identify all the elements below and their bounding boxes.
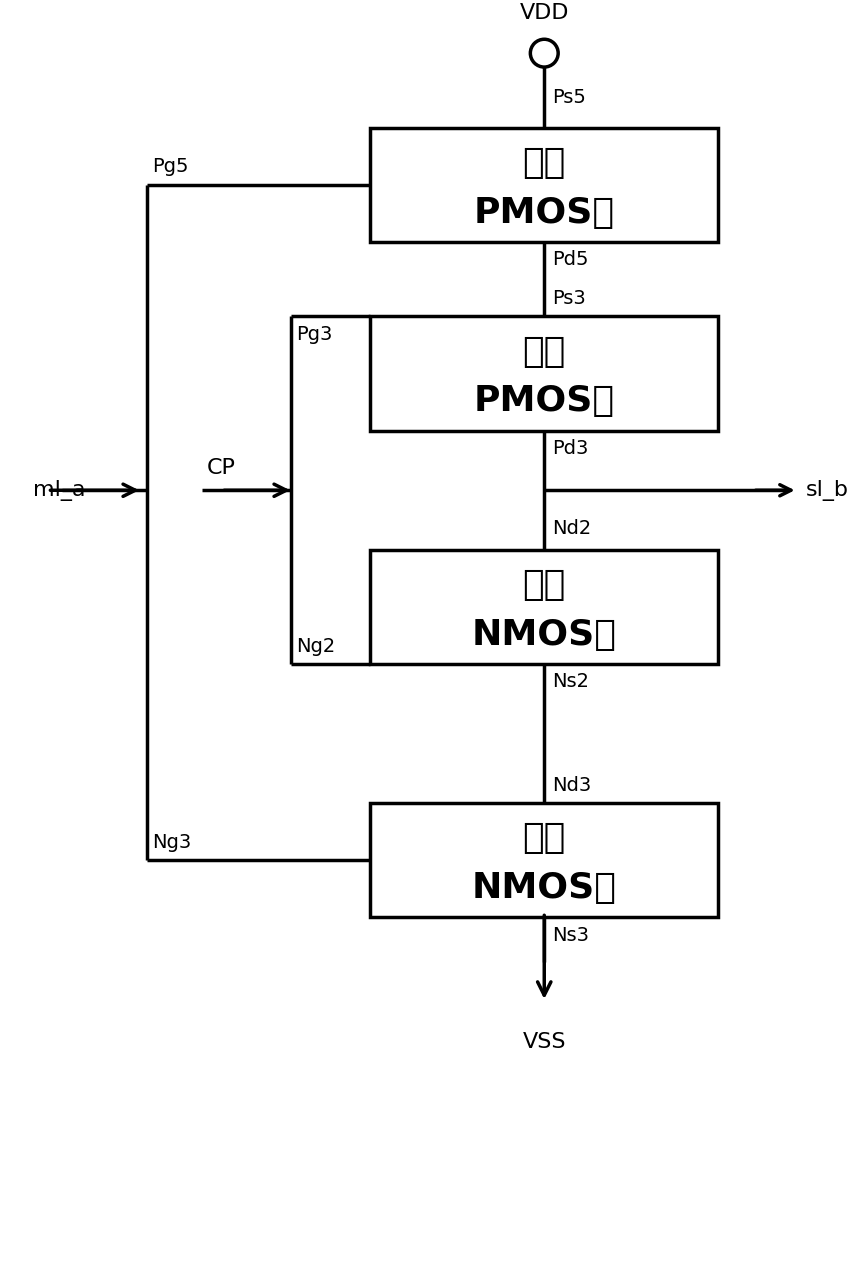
- Text: Ps3: Ps3: [552, 289, 586, 308]
- Text: Ns2: Ns2: [552, 673, 589, 692]
- Text: PMOS管: PMOS管: [473, 384, 615, 419]
- Text: 第三: 第三: [523, 335, 566, 369]
- Text: VSS: VSS: [523, 1031, 566, 1052]
- Text: Ps5: Ps5: [552, 87, 586, 107]
- Bar: [371, 804, 718, 918]
- Bar: [371, 316, 718, 430]
- Text: ml_a: ml_a: [33, 480, 86, 501]
- Text: 第二: 第二: [523, 568, 566, 602]
- Text: 第五: 第五: [523, 146, 566, 180]
- Text: Ng2: Ng2: [295, 637, 335, 656]
- Text: Pd3: Pd3: [552, 439, 588, 458]
- Bar: [371, 127, 718, 241]
- Text: NMOS管: NMOS管: [472, 871, 617, 905]
- Text: Ng3: Ng3: [152, 833, 191, 851]
- Text: Pg5: Pg5: [152, 158, 188, 176]
- Text: CP: CP: [206, 458, 235, 479]
- Text: Ns3: Ns3: [552, 926, 589, 945]
- Text: NMOS管: NMOS管: [472, 618, 617, 652]
- Text: Nd2: Nd2: [552, 519, 592, 538]
- Text: PMOS管: PMOS管: [473, 195, 615, 230]
- Text: Pd5: Pd5: [552, 250, 588, 270]
- Text: Nd3: Nd3: [552, 776, 592, 795]
- Text: sl_b: sl_b: [805, 480, 848, 501]
- Text: 第三: 第三: [523, 822, 566, 855]
- Bar: [371, 550, 718, 664]
- Text: Pg3: Pg3: [295, 325, 333, 344]
- Text: VDD: VDD: [519, 4, 569, 23]
